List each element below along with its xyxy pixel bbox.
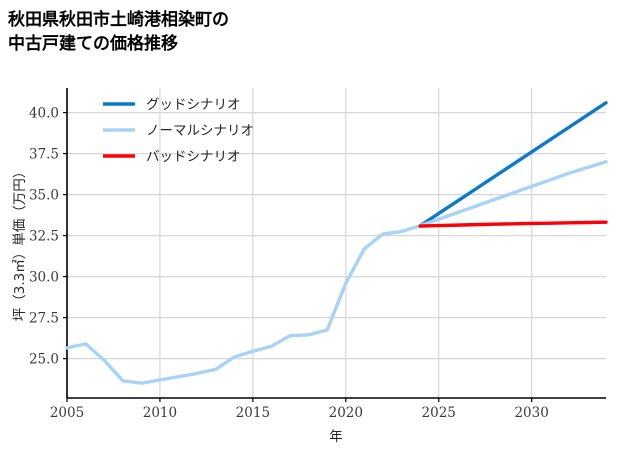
series-line-バッドシナリオ [418, 220, 608, 228]
x-tick-label-2010: 2010 [143, 405, 177, 421]
legend-label-ノーマルシナリオ: ノーマルシナリオ [146, 123, 254, 139]
y-tick-label-30.0: 30.0 [29, 270, 59, 286]
y-tick-label-35.0: 35.0 [29, 188, 59, 204]
y-tick-label-32.5: 32.5 [29, 229, 59, 245]
x-axis-ticks: 2005 2010 2015 2020 2025 2030 [50, 398, 549, 421]
legend-label-グッドシナリオ: グッドシナリオ [146, 97, 241, 113]
y-tick-label-40.0: 40.0 [29, 106, 59, 122]
y-axis-label: 坪（3.3㎡）単価（万円） [12, 165, 28, 321]
legend-label-バッドシナリオ: バッドシナリオ [146, 149, 241, 165]
series-line-グッドシナリオ [418, 101, 608, 228]
chart-title-line-1: 秋田県秋田市土崎港相染町の [8, 10, 229, 30]
data-series-layer [65, 101, 608, 385]
x-tick-label-2020: 2020 [329, 405, 363, 421]
x-tick-label-2015: 2015 [236, 405, 270, 421]
x-axis-label: 年 [329, 429, 343, 445]
x-tick-label-2025: 2025 [422, 405, 456, 421]
y-tick-label-27.5: 27.5 [29, 311, 59, 327]
series-line-ノーマルシナリオ [65, 160, 608, 385]
x-tick-label-2030: 2030 [514, 405, 548, 421]
y-tick-label-25.0: 25.0 [29, 352, 59, 368]
y-axis-ticks: 25.0 27.5 30.0 32.5 35.0 37.5 40.0 [29, 106, 67, 368]
plot-background [67, 88, 606, 398]
y-tick-label-37.5: 37.5 [29, 147, 59, 163]
chart-title: 秋田県秋田市土崎港相染町の 中古戸建ての価格推移 [8, 8, 568, 56]
chart-title-line-2: 中古戸建ての価格推移 [8, 34, 178, 55]
x-tick-label-2005: 2005 [50, 405, 84, 421]
